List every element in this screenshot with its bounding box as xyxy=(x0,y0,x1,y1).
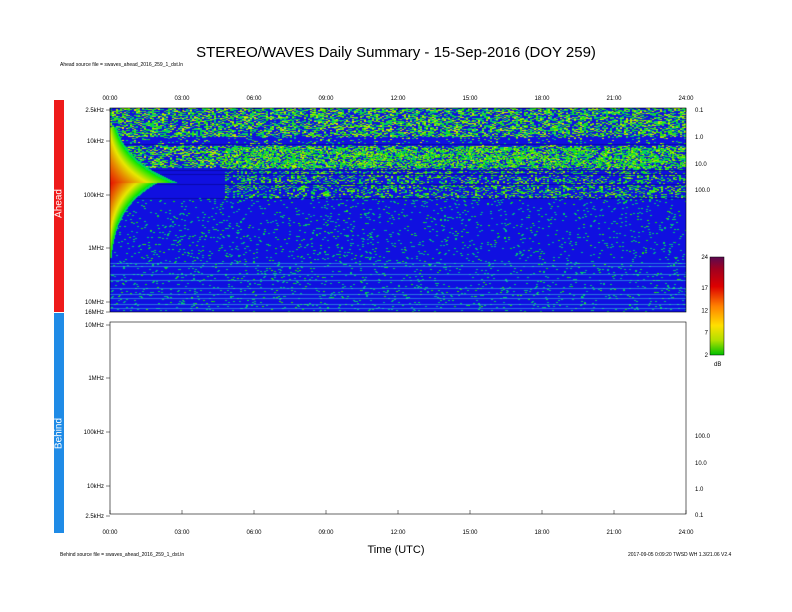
x-tick-label-bottom: 21:00 xyxy=(606,530,622,536)
x-tick-label-bottom: 12:00 xyxy=(390,530,406,536)
behind-plot-frame xyxy=(109,321,687,515)
x-tick-label-bottom: 18:00 xyxy=(534,530,550,536)
ahead-source-note: Ahead source file = swaves_ahead_2016_25… xyxy=(60,62,184,68)
behind-y-tick-label: 2.5kHz xyxy=(85,514,104,520)
behind-right-tick-label: 100.0 xyxy=(695,434,711,440)
behind-right-tick-label: 1.0 xyxy=(695,487,704,493)
x-tick-label-bottom: 06:00 xyxy=(246,530,262,536)
ahead-right-tick-label: 1.0 xyxy=(695,135,704,141)
ahead-right-tick-label: 100.0 xyxy=(695,188,711,194)
colorbar xyxy=(709,256,725,356)
x-tick-label-top: 00:00 xyxy=(102,96,118,102)
colorbar-tick-label: 2 xyxy=(705,353,709,359)
colorbar-tick-label: 7 xyxy=(705,331,709,337)
colorbar-tick-label: 12 xyxy=(701,308,708,314)
build-note: 2017-09-05 0:09:20 TWSD WH 1.3/21.06 V2.… xyxy=(628,552,732,558)
chart-title: STEREO/WAVES Daily Summary - 15-Sep-2016… xyxy=(196,44,596,61)
ahead-y-tick-label: 10kHz xyxy=(87,139,104,145)
x-tick-label-top: 18:00 xyxy=(534,96,550,102)
x-axis-label: Time (UTC) xyxy=(367,544,425,556)
colorbar-tick-label: 24 xyxy=(701,255,708,261)
x-tick-label-top: 12:00 xyxy=(390,96,406,102)
x-tick-label-bottom: 00:00 xyxy=(102,530,118,536)
x-tick-label-top: 06:00 xyxy=(246,96,262,102)
x-tick-label-top: 15:00 xyxy=(462,96,478,102)
ahead-right-tick-label: 10.0 xyxy=(695,162,707,168)
x-tick-label-bottom: 24:00 xyxy=(678,530,694,536)
x-tick-label-bottom: 03:00 xyxy=(174,530,190,536)
x-tick-label-top: 21:00 xyxy=(606,96,622,102)
behind-source-note: Behind source file = swaves_ahead_2016_2… xyxy=(60,552,185,558)
x-tick-label-top: 03:00 xyxy=(174,96,190,102)
ahead-panel-bar xyxy=(54,100,64,312)
behind-y-tick-label: 1MHz xyxy=(88,376,104,382)
x-tick-label-bottom: 15:00 xyxy=(462,530,478,536)
x-tick-label-top: 24:00 xyxy=(678,96,694,102)
behind-y-tick-label: 10kHz xyxy=(87,484,104,490)
behind-y-tick-label: 10MHz xyxy=(85,323,104,329)
ahead-y-tick-label: 1MHz xyxy=(88,246,104,252)
behind-panel-bar xyxy=(54,313,64,533)
ahead-y-tick-label: 100kHz xyxy=(84,193,104,199)
ahead-right-tick-label: 0.1 xyxy=(695,108,704,114)
colorbar-unit-label: dB xyxy=(714,362,721,368)
behind-right-tick-label: 0.1 xyxy=(695,513,704,519)
x-tick-label-top: 09:00 xyxy=(318,96,334,102)
behind-right-tick-label: 10.0 xyxy=(695,461,707,467)
ahead-spectrogram xyxy=(110,108,686,312)
x-tick-label-bottom: 09:00 xyxy=(318,530,334,536)
colorbar-tick-label: 17 xyxy=(701,286,708,292)
ahead-y-tick-label: 16MHz xyxy=(85,310,104,316)
behind-y-tick-label: 100kHz xyxy=(84,430,104,436)
ahead-y-tick-label: 10MHz xyxy=(85,300,104,306)
ahead-y-tick-label: 2.5kHz xyxy=(85,108,104,114)
